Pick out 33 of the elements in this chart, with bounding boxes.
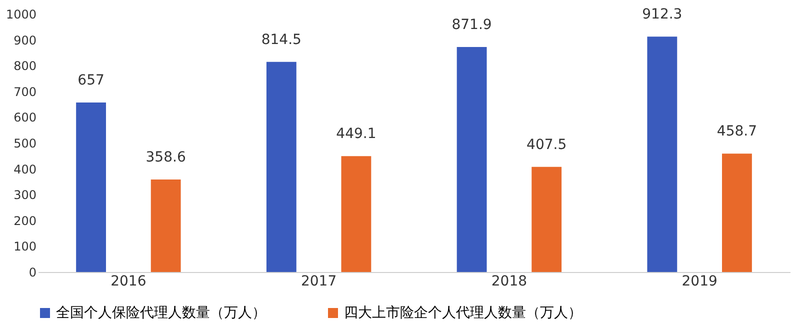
bar: [341, 156, 372, 272]
bar: [150, 179, 181, 272]
legend-label: 四大上市险企个人代理人数量（万人）: [344, 305, 582, 321]
data-label: 458.7: [716, 124, 758, 140]
y-tick-label: 900: [14, 33, 36, 48]
data-label: 657: [78, 72, 104, 88]
x-tick-label: 2018: [491, 274, 528, 290]
data-label: 912.3: [642, 6, 682, 23]
y-tick-label: 600: [14, 110, 36, 125]
data-label: 407.5: [526, 136, 567, 153]
y-tick-label: 400: [14, 162, 36, 176]
x-tick-label: 2017: [300, 274, 337, 290]
y-tick-label: 700: [14, 84, 36, 99]
y-tick-label: 800: [14, 59, 36, 74]
bar: [456, 47, 487, 272]
y-tick-label: 100: [14, 240, 36, 254]
y-tick-label: 0: [28, 266, 36, 280]
y-tick-label: 300: [14, 188, 36, 202]
bar: [722, 154, 752, 272]
data-label: 871.9: [452, 17, 492, 34]
legend-label: 全国个人保险代理人数量（万人）: [56, 305, 266, 321]
bar: [647, 36, 678, 272]
y-tick-label: 500: [14, 136, 36, 150]
bar: [266, 62, 296, 272]
y-tick-label: 200: [14, 214, 36, 228]
bar: [76, 102, 106, 272]
data-label: 814.5: [261, 32, 302, 48]
x-tick-label: 2019: [682, 274, 718, 290]
bar: [532, 166, 562, 272]
data-label: 358.6: [146, 149, 186, 166]
y-tick-label: 1000: [6, 8, 36, 22]
data-label: 449.1: [336, 126, 376, 142]
x-tick-label: 2016: [110, 274, 146, 290]
